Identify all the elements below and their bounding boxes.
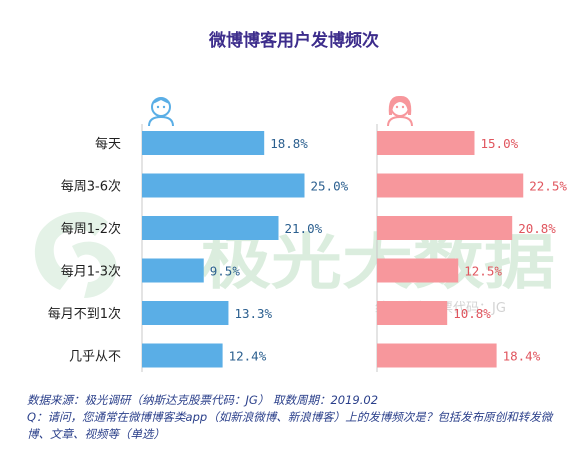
chart-title: 微博博客用户发博频次 (209, 31, 379, 51)
bar (142, 173, 305, 198)
bar (142, 131, 265, 155)
bar (142, 258, 204, 283)
bar (377, 131, 475, 155)
bar (377, 258, 459, 283)
category-label: 几乎从不 (69, 350, 121, 365)
bar (377, 173, 524, 198)
bar (142, 343, 223, 368)
bar-value-label: 18.8% (270, 136, 308, 151)
bar-value-label: 15.0% (481, 136, 519, 151)
bar-value-label: 25.0% (311, 179, 349, 194)
bar (377, 301, 448, 325)
category-label: 每天 (95, 136, 121, 152)
male-avatar-icon (148, 97, 174, 127)
data-source-note: 数据来源：极光调研（纳斯达克股票代码：JG） 取数周期：2019.02 (27, 393, 379, 407)
bar-value-label: 20.8% (518, 221, 556, 236)
female-avatar-icon (387, 95, 413, 127)
bar (142, 216, 279, 240)
category-label: 每月不到1次 (48, 306, 121, 322)
survey-question-note: Q：请问，您通常在微博博客类app（如新浪微博、新浪博客）上的发博频次是？包括发… (27, 410, 553, 441)
bar-value-label: 12.5% (464, 264, 502, 279)
bar (377, 343, 497, 368)
bar (377, 216, 513, 240)
bar-value-label: 18.4% (503, 349, 541, 364)
bar-value-label: 13.3% (234, 306, 272, 321)
category-label: 每周1-2次 (61, 221, 121, 237)
bar-value-label: 22.5% (529, 179, 567, 194)
bar-value-label: 9.5% (210, 264, 241, 279)
category-label: 每周3-6次 (61, 179, 121, 195)
bar-value-label: 12.4% (229, 349, 267, 364)
category-label: 每月1-3次 (61, 264, 121, 280)
bar-value-label: 21.0% (285, 221, 323, 236)
bar-value-label: 10.8% (453, 306, 491, 321)
bar (142, 301, 229, 325)
